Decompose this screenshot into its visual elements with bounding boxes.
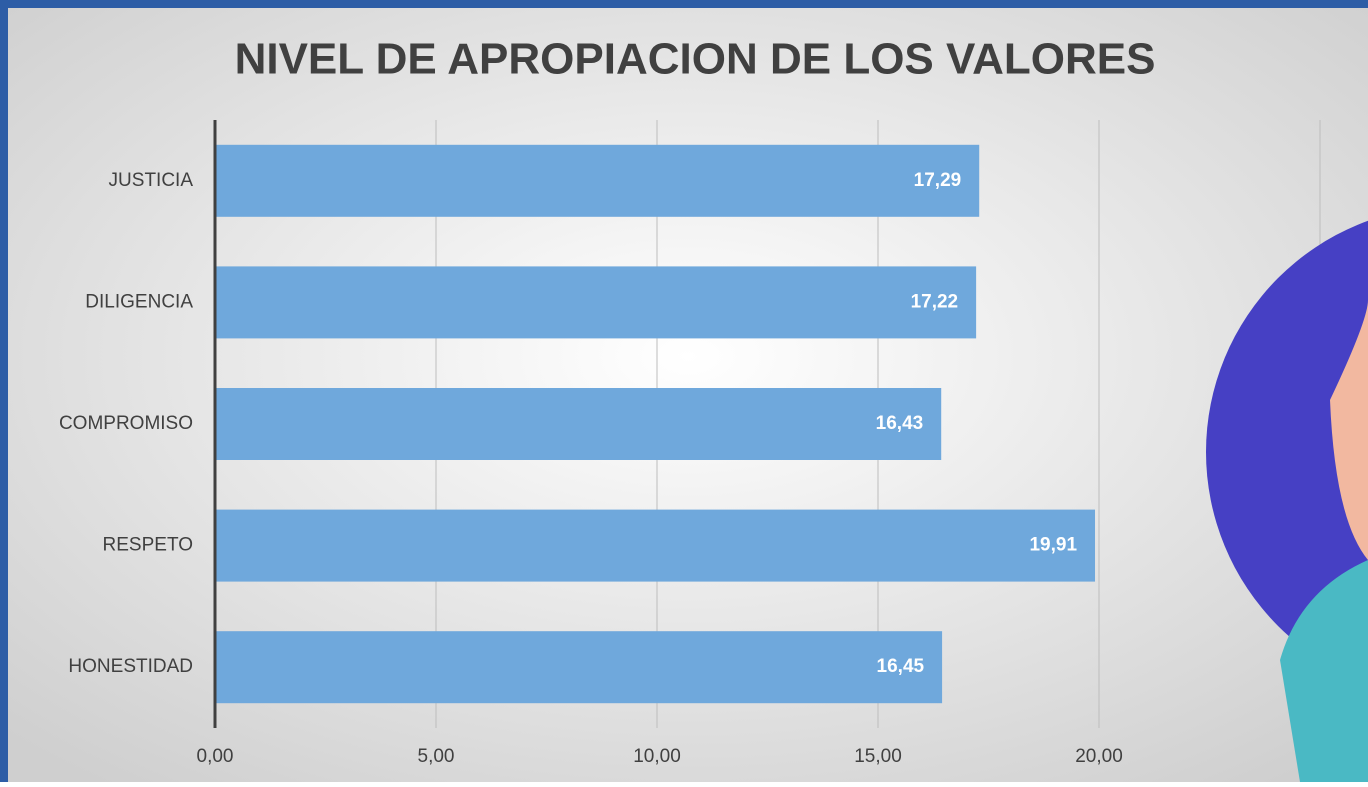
bar (215, 388, 941, 460)
bar (215, 510, 1095, 582)
data-label: 16,43 (876, 413, 924, 434)
data-label: 17,29 (914, 170, 962, 191)
page: NIVEL DE APROPIACION DE LOS VALORES 0,00… (0, 0, 1368, 787)
bar (215, 145, 979, 217)
x-tick-label: 0,00 (197, 746, 234, 767)
y-tick-label: DILIGENCIA (85, 291, 193, 312)
y-tick-label: JUSTICIA (109, 170, 194, 191)
chart: NIVEL DE APROPIACION DE LOS VALORES 0,00… (0, 0, 1368, 782)
bar (215, 266, 976, 338)
y-tick-label: COMPROMISO (59, 413, 193, 434)
y-tick-label: HONESTIDAD (68, 656, 193, 677)
x-tick-label: 15,00 (854, 746, 902, 767)
x-tick-label: 10,00 (633, 746, 681, 767)
y-tick-label: RESPETO (103, 535, 193, 556)
data-label: 19,91 (1029, 535, 1077, 556)
data-label: 16,45 (877, 656, 925, 677)
x-tick-label: 5,00 (418, 746, 455, 767)
bar (215, 631, 942, 703)
data-label: 17,22 (911, 291, 959, 312)
chart-title: NIVEL DE APROPIACION DE LOS VALORES (235, 35, 1156, 84)
x-tick-label: 20,00 (1075, 746, 1123, 767)
